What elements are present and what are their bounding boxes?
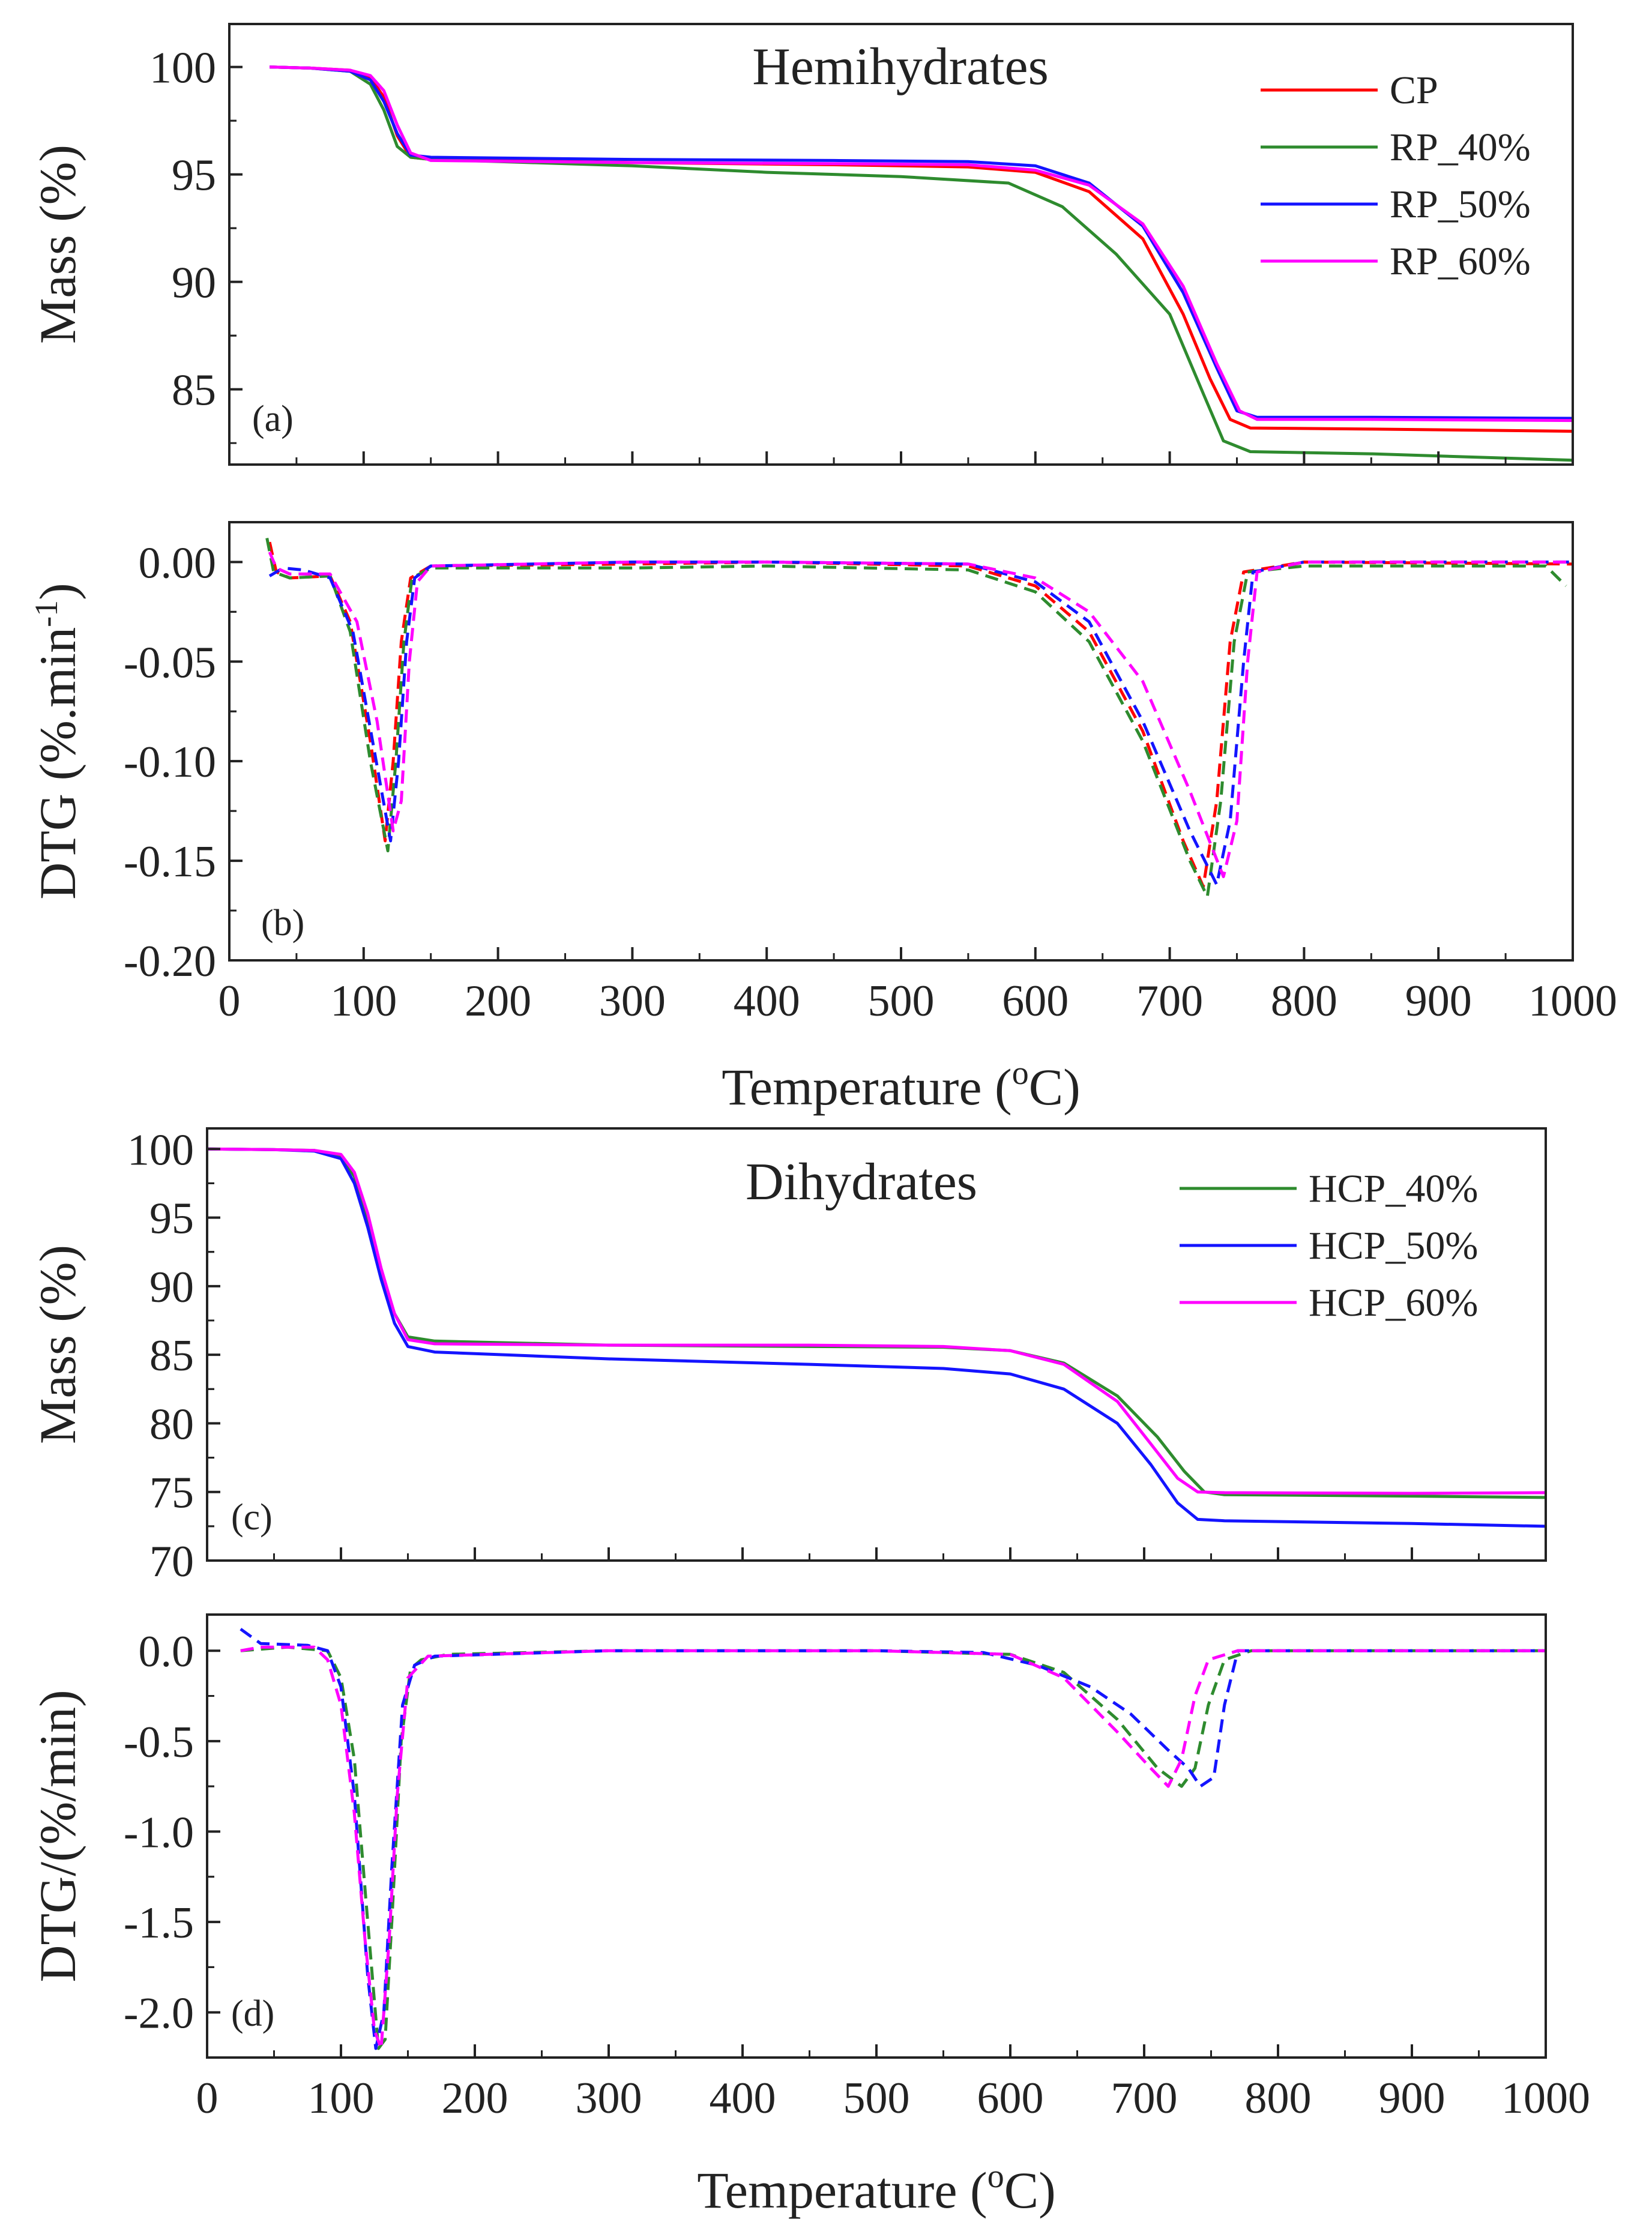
- y-tick-label: 95: [149, 1194, 194, 1244]
- series-line-hcp-40-: [240, 1645, 1546, 2050]
- chart-title: Hemihydrates: [752, 38, 1049, 96]
- series-group: [240, 1628, 1546, 2050]
- panel-tag: (a): [252, 399, 294, 439]
- series-line-rp-60-: [268, 551, 1573, 879]
- x-tick-label: 800: [1245, 2074, 1312, 2123]
- legend: CP RP_40% RP_50% RP_60%: [1261, 68, 1531, 283]
- y-tick-label: 100: [127, 1125, 194, 1175]
- legend: HCP_40% HCP_50% HCP_60%: [1180, 1167, 1478, 1325]
- x-tick-label: 0: [219, 977, 241, 1026]
- x-tick-label: 600: [1002, 977, 1069, 1026]
- y-tick-label: 100: [149, 44, 216, 93]
- y-tick-label: -1.5: [124, 1898, 194, 1948]
- panel-tag: (d): [231, 1993, 274, 2034]
- y-tick-label: 95: [172, 151, 216, 200]
- y-tick-label: -0.05: [124, 638, 216, 687]
- x-axis-label: Temperature (oC): [697, 2158, 1055, 2219]
- y-tick-label: 85: [149, 1331, 194, 1380]
- y-tick-label: -0.5: [124, 1718, 194, 1767]
- x-tick-label: 400: [710, 2074, 776, 2123]
- legend-label: HCP_60%: [1309, 1281, 1478, 1325]
- series-line-rp-40-: [265, 538, 1567, 899]
- y-axis-label: Mass (%): [29, 1245, 86, 1444]
- x-axis-label: Temperature (oC): [722, 1055, 1080, 1116]
- series-line-hcp-60-: [240, 1645, 1546, 2050]
- chart-title: Dihydrates: [746, 1153, 977, 1211]
- panel-c-mass-dihydrates: 70 75 80 85 90 95 100 Mass (%) Dihydrates (c) HCP_…: [29, 1125, 1547, 1586]
- series-line-hcp-50-: [240, 1628, 1546, 2050]
- series-group: [207, 1147, 1546, 1528]
- y-tick-label: 0.0: [139, 1627, 194, 1676]
- y-tick-label: 85: [172, 366, 216, 415]
- y-axis-label: Mass (%): [29, 145, 86, 344]
- legend-label: RP_50%: [1390, 182, 1531, 226]
- y-tick-label: 90: [172, 259, 216, 308]
- y-tick-label: -0.15: [124, 837, 216, 887]
- legend-label: RP_60%: [1390, 239, 1531, 283]
- y-tick-label: 70: [149, 1537, 194, 1586]
- y-tick-label: 90: [149, 1263, 194, 1312]
- series-line-hcp-60-: [207, 1147, 1546, 1495]
- x-tick-label: 500: [843, 2074, 910, 2123]
- y-tick-label: -0.20: [124, 937, 216, 986]
- y-tick-label: -2.0: [124, 1989, 194, 2038]
- x-tick-label: 200: [465, 977, 531, 1026]
- x-tick-label: 300: [599, 977, 666, 1026]
- panel-tag: (c): [231, 1497, 273, 1538]
- panel-tag: (b): [261, 903, 304, 944]
- series-line-rp-40-: [270, 65, 1573, 462]
- series-group: [270, 65, 1573, 462]
- x-tick-label: 1000: [1501, 2074, 1590, 2123]
- x-tick-label: 900: [1405, 977, 1472, 1026]
- y-tick-label: 0.00: [139, 538, 217, 588]
- x-tick-label: 700: [1111, 2074, 1178, 2123]
- series-line-hcp-50-: [207, 1147, 1546, 1528]
- x-tick-label: 600: [977, 2074, 1044, 2123]
- y-tick-label: -0.10: [124, 738, 216, 787]
- x-tick-label: 200: [442, 2074, 508, 2123]
- x-tick-label: 0: [196, 2074, 219, 2123]
- panel-a-mass-hemihydrates: 85 90 95 100 Mass (%) Hemihydrates (a) CP RP_40%…: [29, 23, 1574, 466]
- series-line-rp-60-: [270, 65, 1573, 423]
- y-tick-label: 75: [149, 1469, 194, 1518]
- legend-label: RP_40%: [1390, 125, 1531, 169]
- x-tick-label: 700: [1136, 977, 1203, 1026]
- panel-b-dtg-hemihydrates: 0 100 200 300 400 500 600 700 800 900 1000 -0.20 -0.…: [28, 521, 1617, 1116]
- y-tick-label: 80: [149, 1400, 194, 1449]
- x-tick-label: 100: [330, 977, 397, 1026]
- legend-label: HCP_40%: [1309, 1167, 1478, 1211]
- x-tick-label: 800: [1271, 977, 1337, 1026]
- y-tick-label: -1.0: [124, 1808, 194, 1857]
- series-group: [265, 538, 1573, 899]
- panel-d-dtg-dihydrates: 0 100 200 300 400 500 600 700 800 900 1000 -2.0 -1.5…: [29, 1613, 1590, 2219]
- x-tick-label: 900: [1379, 2074, 1446, 2123]
- x-tick-label: 300: [576, 2074, 642, 2123]
- x-tick-label: 100: [308, 2074, 375, 2123]
- x-tick-label: 500: [868, 977, 935, 1026]
- y-axis-label: DTG/(%/min): [29, 1690, 86, 1982]
- x-tick-label: 400: [734, 977, 800, 1026]
- series-line-rp-50-: [270, 65, 1573, 420]
- x-tick-label: 1000: [1528, 977, 1617, 1026]
- y-axis-label: DTG (%.min-1): [28, 583, 86, 899]
- legend-label: CP: [1390, 68, 1438, 112]
- legend-label: HCP_50%: [1309, 1224, 1478, 1268]
